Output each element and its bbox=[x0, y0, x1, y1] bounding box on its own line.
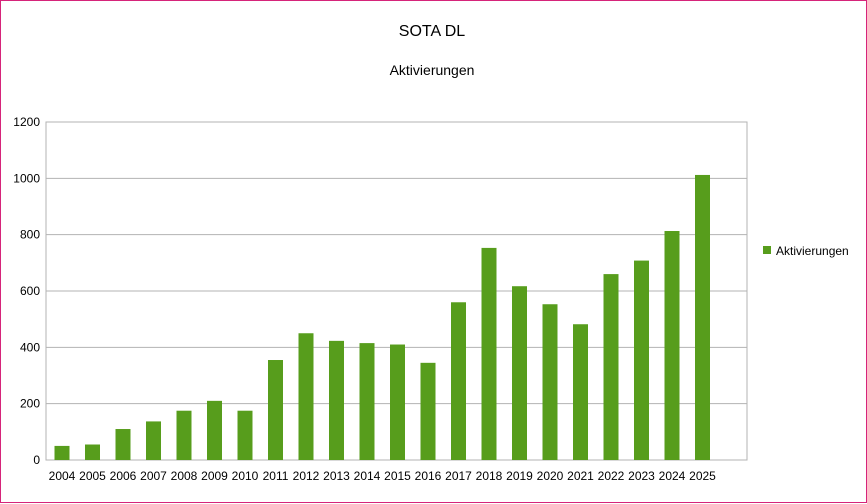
bar-2013 bbox=[329, 340, 344, 460]
x-axis-ticks: 2004 2005 2006 2007 2008 2009 2010 2011 2012 2013… bbox=[49, 469, 717, 483]
bar-2021 bbox=[573, 324, 588, 460]
bars bbox=[54, 174, 710, 460]
y-tick-label: 0 bbox=[33, 453, 40, 467]
legend-label: Aktivierungen bbox=[776, 244, 849, 258]
x-tick-label: 2014 bbox=[354, 469, 381, 483]
x-tick-label: 2017 bbox=[445, 469, 472, 483]
x-tick-label: 2015 bbox=[384, 469, 411, 483]
bar-2004 bbox=[54, 445, 70, 460]
x-tick-label: 2022 bbox=[598, 469, 625, 483]
bar-2025 bbox=[695, 174, 710, 460]
x-tick-label: 2010 bbox=[232, 469, 259, 483]
legend-swatch bbox=[763, 246, 771, 254]
bar-2023 bbox=[634, 260, 649, 460]
x-tick-label: 2023 bbox=[628, 469, 655, 483]
x-tick-label: 2007 bbox=[140, 469, 167, 483]
x-tick-label: 2008 bbox=[171, 469, 198, 483]
bar-2019 bbox=[512, 286, 527, 460]
x-tick-label: 2016 bbox=[415, 469, 442, 483]
bar-2014 bbox=[359, 343, 375, 460]
bar-2015 bbox=[390, 344, 405, 460]
bar-2024 bbox=[664, 231, 680, 460]
legend: Aktivierungen bbox=[763, 244, 849, 258]
x-tick-label: 2024 bbox=[659, 469, 686, 483]
x-tick-label: 2011 bbox=[263, 469, 289, 483]
chart-title: SOTA DL bbox=[399, 23, 465, 40]
x-tick-label: 2021 bbox=[567, 469, 594, 483]
bar-2008 bbox=[176, 410, 192, 460]
x-tick-label: 2006 bbox=[110, 469, 137, 483]
x-tick-label: 2012 bbox=[293, 469, 320, 483]
bar-2022 bbox=[603, 274, 619, 460]
x-tick-label: 2005 bbox=[79, 469, 106, 483]
x-tick-label: 2025 bbox=[689, 469, 716, 483]
bar-2007 bbox=[146, 421, 161, 460]
bar-2011 bbox=[268, 360, 283, 460]
y-axis-ticks: 0 200 400 600 800 1000 1200 bbox=[13, 115, 40, 467]
x-tick-label: 2013 bbox=[323, 469, 350, 483]
x-tick-label: 2018 bbox=[476, 469, 503, 483]
x-tick-label: 2020 bbox=[537, 469, 564, 483]
bar-2010 bbox=[237, 410, 253, 460]
x-tick-label: 2004 bbox=[49, 469, 76, 483]
x-tick-label: 2009 bbox=[201, 469, 228, 483]
y-tick-label: 600 bbox=[20, 284, 40, 298]
bar-2009 bbox=[207, 400, 222, 460]
bar-2016 bbox=[420, 362, 436, 460]
bar-2005 bbox=[85, 444, 100, 460]
y-tick-label: 1000 bbox=[13, 171, 40, 185]
bar-2017 bbox=[451, 302, 466, 460]
y-tick-label: 800 bbox=[20, 228, 40, 242]
bar-2006 bbox=[115, 429, 131, 460]
y-tick-label: 200 bbox=[20, 397, 40, 411]
x-tick-label: 2019 bbox=[506, 469, 533, 483]
bar-2020 bbox=[542, 304, 558, 460]
bar-2018 bbox=[481, 247, 497, 460]
bar-2012 bbox=[298, 333, 314, 460]
chart-subtitle: Aktivierungen bbox=[390, 62, 475, 78]
y-tick-label: 1200 bbox=[13, 115, 40, 129]
y-tick-label: 400 bbox=[20, 340, 40, 354]
